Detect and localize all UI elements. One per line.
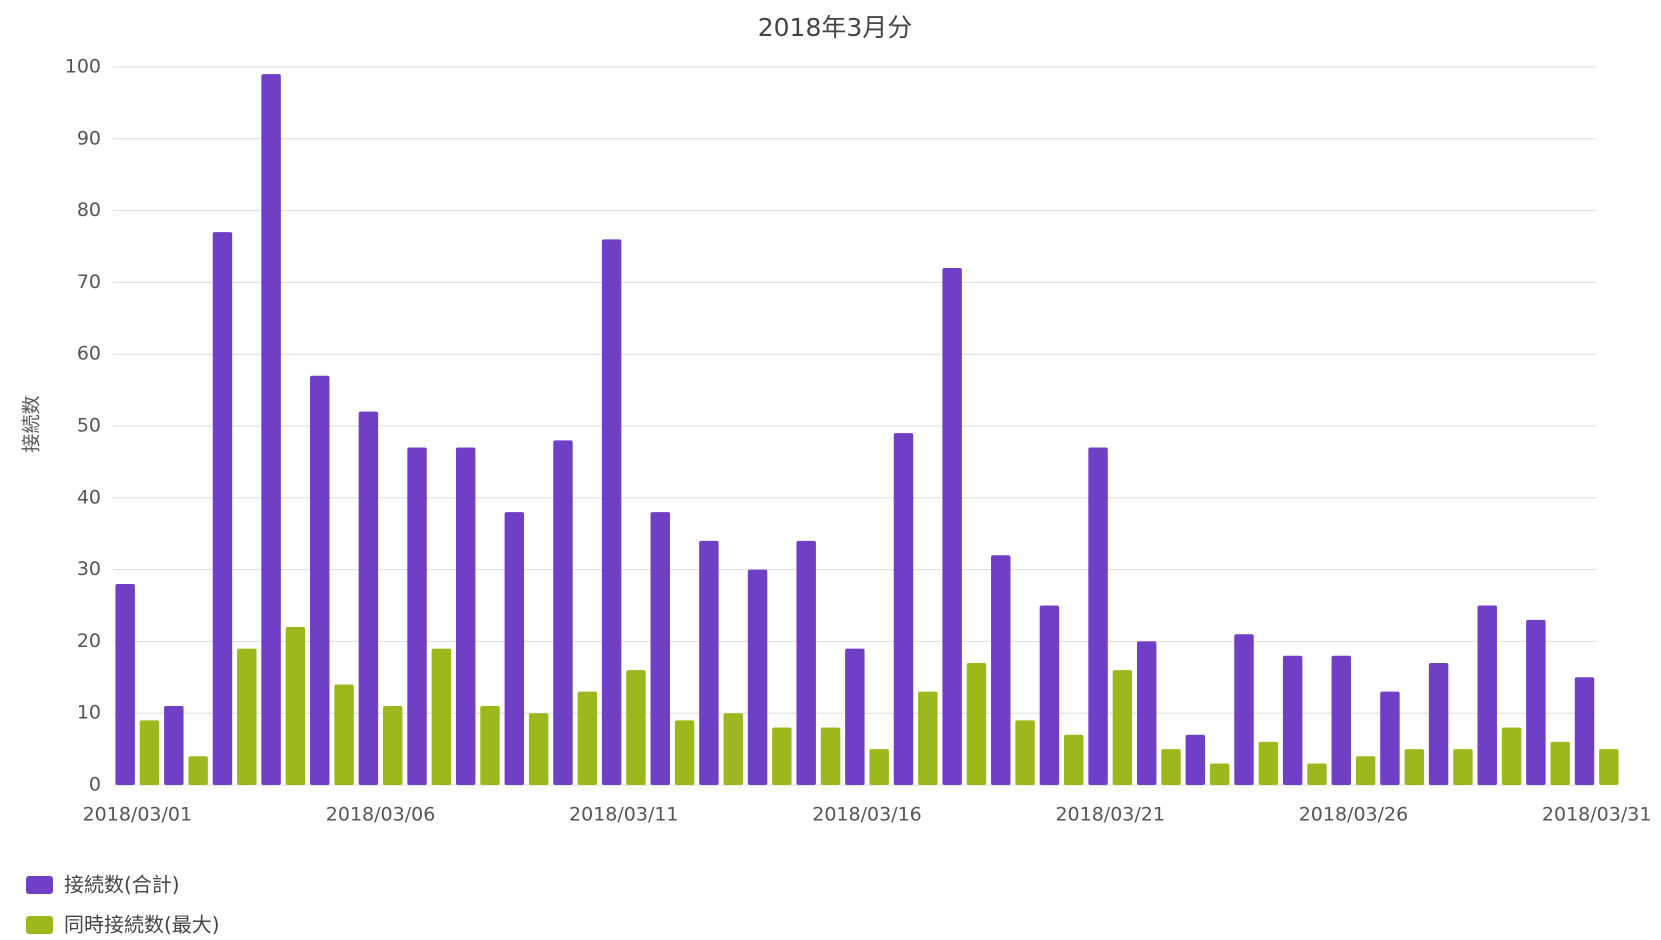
bar [1453,749,1473,785]
bar [966,662,987,785]
bar [893,433,914,785]
bar [1039,605,1060,785]
bar [577,691,598,785]
bar [820,727,841,785]
y-tick-label: 20 [77,630,101,652]
bar [1112,670,1133,785]
bar [1282,655,1303,785]
bar [1234,634,1254,785]
bar [601,239,622,785]
x-tick-label: 2018/03/26 [1299,804,1409,826]
bar [407,447,427,785]
bar [674,720,695,785]
bar [1209,763,1230,785]
bar [455,447,476,785]
bar [1550,741,1570,785]
chart-title: 2018年3月分 [758,13,913,42]
bar [1064,734,1084,785]
legend-swatch [26,916,53,934]
bar [382,706,403,785]
bar [1015,720,1035,785]
bar [553,440,573,785]
y-tick-label: 80 [77,199,101,221]
bar [1088,447,1108,785]
bar [139,720,160,785]
bar [1574,677,1595,785]
y-tick-label: 100 [65,56,101,78]
legend-label: 同時接続数(最大) [64,913,220,937]
y-tick-label: 30 [77,558,101,580]
bar [212,232,233,785]
y-tick-label: 0 [89,774,101,796]
x-tick-label: 2018/03/31 [1542,804,1652,826]
bar [504,512,525,785]
bar [1428,662,1449,785]
bar [1380,691,1400,785]
x-tick-label: 2018/03/16 [812,804,922,826]
bar [334,684,354,785]
bar [699,540,719,785]
bar [310,375,330,785]
bar [1307,763,1327,785]
x-tick-label: 2018/03/06 [326,804,436,826]
x-tick-label: 2018/03/01 [83,804,193,826]
bar [626,670,646,785]
y-tick-label: 90 [77,127,101,149]
bar [285,627,306,785]
y-tick-label: 40 [77,486,101,508]
y-tick-label: 10 [77,702,101,724]
x-tick-label: 2018/03/11 [569,804,679,826]
bar [1477,605,1497,785]
bar [1404,749,1424,785]
bar [1185,734,1206,785]
legend-swatch [26,876,53,894]
bar [918,691,938,785]
bar [261,74,281,786]
bar [772,727,792,785]
bar [431,648,452,785]
bar [188,756,208,785]
bar [1331,655,1352,785]
bar [358,411,379,785]
bar [237,648,257,785]
bar [480,706,500,785]
bar [796,540,816,785]
bar [528,713,549,785]
bar [1258,741,1279,785]
bar [650,512,670,785]
bar [723,713,743,785]
bar [1355,756,1376,785]
bar [1501,727,1522,785]
y-tick-label: 70 [77,271,101,293]
legend-label: 接続数(合計) [64,873,180,897]
y-tick-label: 60 [77,343,101,365]
bar [115,583,135,785]
bar [1599,749,1619,785]
bar [747,569,768,785]
bar [991,555,1011,785]
y-axis-label: 接続数 [21,395,43,452]
bar [869,749,889,785]
bar [942,268,962,785]
bar [1161,749,1181,785]
bar [1136,641,1157,785]
bar [164,706,184,785]
y-tick-label: 50 [77,415,101,437]
x-tick-label: 2018/03/21 [1055,804,1165,826]
bar [845,648,865,785]
bar [1526,619,1546,785]
